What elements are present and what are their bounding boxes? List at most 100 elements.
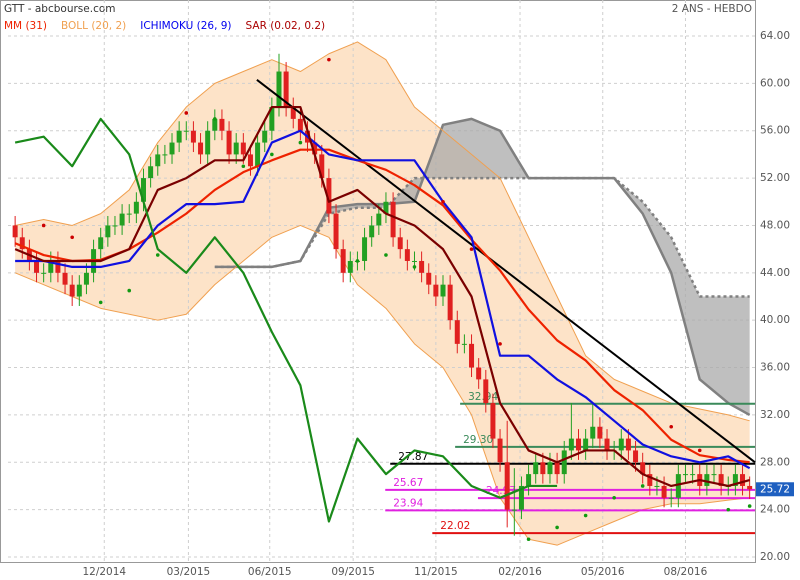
y-tick-label: 28.00 bbox=[760, 456, 790, 468]
x-tick-label: 08/2016 bbox=[664, 566, 708, 578]
sar-dot bbox=[555, 525, 559, 530]
candle-body bbox=[490, 403, 496, 439]
candle-body bbox=[640, 462, 646, 475]
candle-body bbox=[561, 450, 567, 475]
sar-dot bbox=[41, 223, 46, 228]
candle-body bbox=[98, 237, 104, 250]
candle-body bbox=[319, 154, 325, 179]
candle-body bbox=[469, 343, 475, 368]
sar-dot bbox=[669, 424, 674, 429]
candle-body bbox=[369, 225, 375, 238]
sar-dot bbox=[583, 513, 588, 518]
x-tick-label: 02/2016 bbox=[498, 566, 542, 578]
y-tick-label: 56.00 bbox=[760, 125, 790, 137]
candle-body bbox=[590, 426, 596, 439]
candle-body bbox=[426, 272, 432, 285]
x-tick-label: 09/2015 bbox=[331, 566, 375, 578]
level-label: 24.97 bbox=[486, 485, 516, 497]
level-label: 27.87 bbox=[398, 451, 428, 463]
x-tick-label: 11/2015 bbox=[414, 566, 458, 578]
y-tick-label: 24.00 bbox=[760, 504, 790, 516]
candle-body bbox=[383, 201, 389, 214]
level-label: 25.67 bbox=[393, 477, 423, 489]
candle-body bbox=[312, 142, 318, 155]
period-label: 2 ANS - HEBDO bbox=[672, 3, 752, 15]
candle-body bbox=[240, 142, 246, 155]
candle-body bbox=[326, 178, 332, 214]
last-price-label: 25.72 bbox=[760, 483, 790, 495]
sar-dot bbox=[747, 504, 752, 508]
sar-dot bbox=[213, 117, 217, 121]
candle-body bbox=[654, 485, 660, 487]
candle-body bbox=[404, 249, 410, 261]
candle-body bbox=[55, 260, 61, 273]
y-tick-label: 44.00 bbox=[760, 267, 790, 279]
candle-body bbox=[633, 450, 639, 463]
sar-dot bbox=[412, 265, 417, 269]
candle-body bbox=[347, 260, 353, 273]
candle-body bbox=[148, 166, 154, 179]
candle-body bbox=[297, 118, 303, 131]
candle-body bbox=[219, 118, 225, 131]
candle-body bbox=[454, 320, 460, 344]
sar-dot bbox=[155, 253, 160, 257]
candle-body bbox=[183, 130, 189, 132]
candle-body bbox=[212, 118, 218, 131]
y-tick-label: 40.00 bbox=[760, 314, 790, 326]
level-label: 29.30 bbox=[463, 434, 493, 446]
candle-body bbox=[162, 154, 168, 156]
candle-body bbox=[255, 142, 261, 167]
candle-body bbox=[718, 474, 724, 486]
candle-body bbox=[362, 237, 368, 261]
candle-body bbox=[233, 142, 239, 155]
bollinger-band bbox=[15, 41, 750, 546]
candle-body bbox=[390, 201, 396, 238]
candle-body bbox=[483, 379, 489, 404]
candle-body bbox=[433, 284, 439, 297]
candle-body bbox=[105, 225, 111, 238]
x-tick-label: 12/2014 bbox=[82, 566, 126, 578]
candle-body bbox=[226, 130, 232, 155]
last-price-box bbox=[756, 482, 794, 497]
candle-body bbox=[583, 438, 589, 451]
sar-dot bbox=[184, 111, 189, 115]
candle-body bbox=[247, 154, 253, 167]
candle-body bbox=[205, 130, 211, 155]
candle-body bbox=[668, 497, 674, 499]
candle-body bbox=[12, 225, 18, 238]
candle-body bbox=[69, 284, 75, 297]
bollinger-upper bbox=[15, 41, 750, 422]
sar-dot bbox=[70, 235, 74, 240]
candle-body bbox=[198, 142, 204, 155]
candle-body bbox=[747, 485, 753, 490]
candle-body bbox=[48, 260, 54, 273]
sar-dot bbox=[98, 300, 103, 305]
candle-body bbox=[169, 142, 175, 155]
sar-dot bbox=[355, 259, 360, 263]
sar-dot bbox=[697, 448, 702, 453]
candle-body bbox=[155, 154, 161, 167]
candle-body bbox=[276, 71, 282, 108]
y-tick-label: 48.00 bbox=[760, 219, 790, 231]
candle-body bbox=[476, 367, 482, 380]
sar-dot bbox=[441, 199, 445, 204]
y-tick-label: 36.00 bbox=[760, 362, 790, 374]
candle-body bbox=[547, 462, 553, 475]
sar-dot bbox=[270, 152, 274, 157]
candle-body bbox=[704, 474, 710, 486]
candle-body bbox=[554, 462, 560, 475]
candle-body bbox=[340, 249, 346, 273]
candle-body bbox=[618, 438, 624, 451]
sar-dot bbox=[384, 253, 388, 257]
candle-body bbox=[269, 107, 275, 131]
candle-body bbox=[176, 130, 182, 143]
candle-body bbox=[411, 260, 417, 262]
sar-dot bbox=[612, 495, 616, 500]
y-tick-label: 64.00 bbox=[760, 30, 790, 42]
candle-body bbox=[604, 438, 610, 451]
candle-body bbox=[518, 485, 524, 510]
y-tick-label: 32.00 bbox=[760, 409, 790, 421]
candle-body bbox=[511, 509, 517, 511]
x-tick-label: 05/2016 bbox=[581, 566, 625, 578]
